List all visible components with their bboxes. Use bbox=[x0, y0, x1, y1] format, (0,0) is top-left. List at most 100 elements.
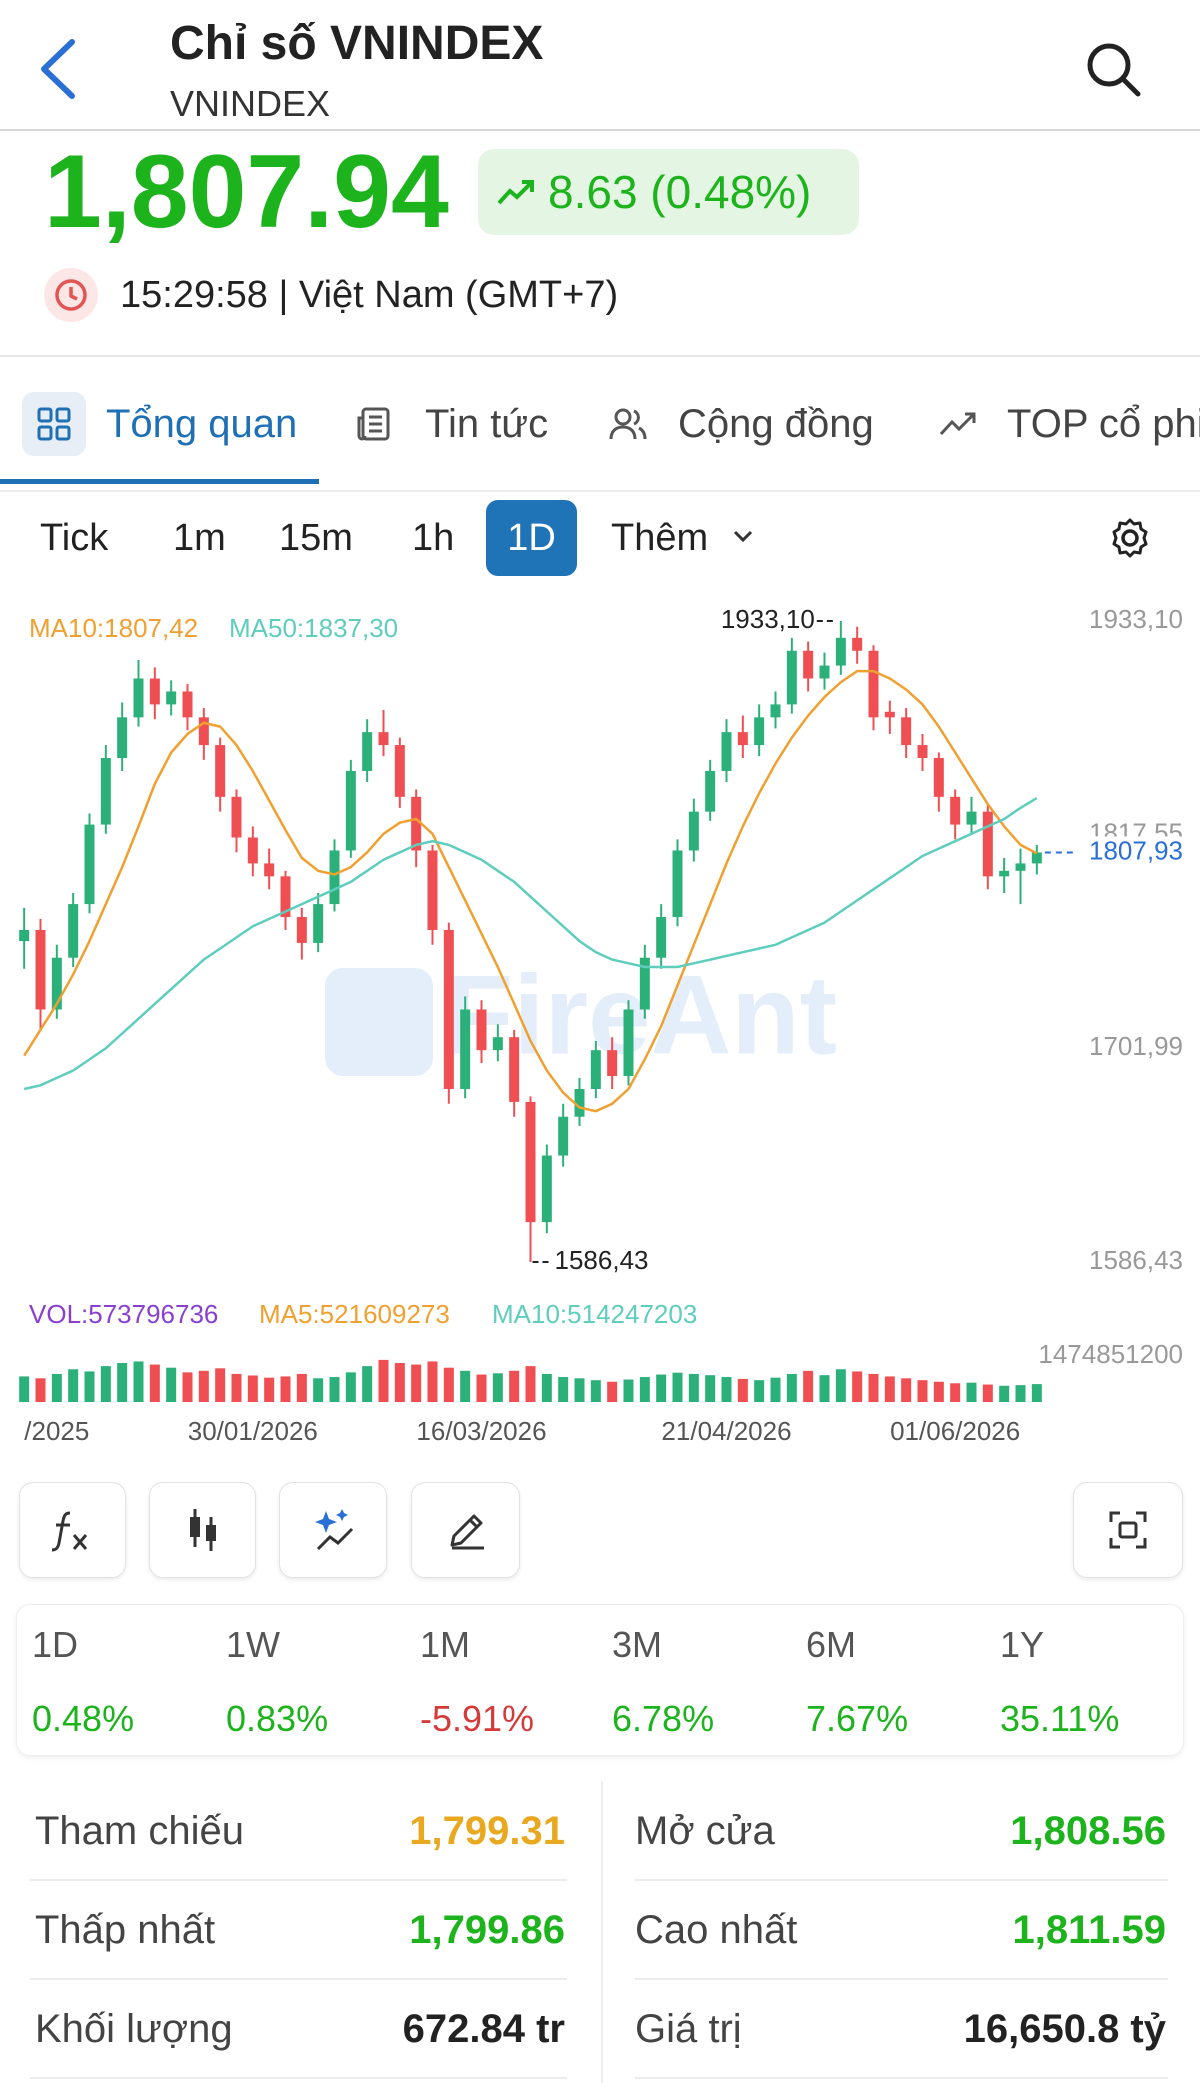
candle-body bbox=[1015, 863, 1026, 871]
x-tick-label: 30/01/2026 bbox=[188, 1416, 318, 1446]
period-label: 6M bbox=[806, 1624, 857, 1665]
volume-bar bbox=[803, 1370, 814, 1402]
period-change: 6.78% bbox=[612, 1698, 715, 1739]
candle-body bbox=[378, 732, 389, 746]
watermark-logo bbox=[325, 968, 433, 1076]
candle-body bbox=[166, 691, 177, 705]
period-change: 0.48% bbox=[32, 1698, 135, 1739]
candle-body bbox=[1031, 852, 1042, 864]
candle-body bbox=[460, 1009, 471, 1089]
interval-active[interactable]: 1D bbox=[486, 500, 577, 576]
stat-label: Cao nhất bbox=[635, 1908, 798, 1952]
back-button[interactable] bbox=[36, 36, 80, 102]
volume-bar bbox=[460, 1370, 471, 1402]
clock-icon bbox=[44, 268, 98, 322]
volume-bar bbox=[852, 1371, 863, 1402]
page-subtitle: VNINDEX bbox=[170, 83, 331, 124]
volume-bar bbox=[345, 1372, 356, 1402]
stat-value: 1,808.56 bbox=[1010, 1809, 1166, 1853]
stat-label: Khối lượng bbox=[35, 2007, 233, 2051]
candle-icon bbox=[190, 1509, 216, 1551]
volume-bar bbox=[688, 1373, 699, 1402]
stats-divider bbox=[601, 1781, 603, 2083]
volume-bar bbox=[117, 1363, 128, 1402]
volume-bar bbox=[574, 1378, 585, 1402]
volume-bar bbox=[705, 1375, 716, 1402]
period-change: -5.91% bbox=[420, 1698, 535, 1739]
volume-bar bbox=[215, 1368, 226, 1402]
volume-bar bbox=[427, 1361, 438, 1402]
page-title: Chỉ số VNINDEX bbox=[170, 17, 544, 70]
interval[interactable]: 15m bbox=[279, 517, 353, 559]
trend-icon bbox=[497, 180, 534, 205]
volume-legend: MA5:521609273 bbox=[259, 1299, 450, 1329]
volume-bar bbox=[933, 1381, 944, 1402]
settings-button[interactable] bbox=[1108, 516, 1152, 560]
pencil-icon bbox=[450, 1514, 484, 1550]
tab[interactable]: Tổng quan bbox=[106, 402, 298, 446]
volume-bar bbox=[133, 1361, 144, 1402]
candle-body bbox=[133, 678, 144, 718]
interval-more[interactable]: Thêm bbox=[611, 517, 709, 559]
period-label: 3M bbox=[612, 1624, 663, 1665]
formula-button[interactable] bbox=[19, 1482, 126, 1578]
candle-body bbox=[541, 1155, 552, 1223]
candle-body bbox=[623, 1009, 634, 1077]
volume-bar bbox=[247, 1375, 258, 1402]
period-label: 1Y bbox=[1000, 1624, 1045, 1665]
candle-body bbox=[68, 904, 79, 958]
candle-body bbox=[198, 717, 209, 746]
tab-icon bbox=[37, 407, 71, 441]
stat-divider bbox=[30, 2077, 567, 2079]
candle-body bbox=[117, 717, 128, 759]
candle-body bbox=[852, 637, 863, 651]
volume-bar bbox=[884, 1376, 895, 1402]
volume-bar bbox=[819, 1375, 830, 1402]
candle-body bbox=[721, 732, 732, 771]
volume-bar bbox=[672, 1372, 683, 1402]
volume-bar bbox=[982, 1384, 993, 1402]
stat-divider bbox=[635, 1978, 1168, 1980]
tab-underline bbox=[0, 479, 319, 484]
tab[interactable]: Tin tức bbox=[425, 402, 549, 446]
tab-icon-box bbox=[22, 392, 86, 456]
tab[interactable]: Cộng đồng bbox=[678, 402, 874, 446]
tab[interactable]: TOP cổ phi bbox=[1007, 402, 1200, 446]
formula-icon bbox=[51, 1511, 88, 1552]
candle-body bbox=[982, 811, 993, 877]
volume-bar bbox=[296, 1373, 307, 1402]
period-change: 35.11% bbox=[1000, 1698, 1120, 1739]
volume-bar bbox=[917, 1380, 928, 1402]
candle-body bbox=[411, 796, 422, 851]
candle-body bbox=[280, 876, 291, 918]
y-tick-label: 1933,10 bbox=[1089, 604, 1183, 634]
draw-button[interactable] bbox=[411, 1482, 520, 1578]
interval[interactable]: 1m bbox=[173, 517, 226, 559]
volume-bar bbox=[590, 1380, 601, 1402]
volume-bar bbox=[411, 1364, 422, 1402]
x-tick-label: /2025 bbox=[24, 1416, 89, 1446]
ma-line bbox=[23, 669, 1038, 1113]
interval[interactable]: Tick bbox=[40, 517, 109, 559]
volume-bar bbox=[721, 1377, 732, 1402]
volume-bar bbox=[231, 1373, 242, 1402]
volume-bar bbox=[313, 1378, 324, 1402]
candle-body bbox=[999, 870, 1010, 877]
candle-button[interactable] bbox=[149, 1482, 256, 1578]
candle-body bbox=[803, 650, 814, 679]
change-pill: 8.63 (0.48%) bbox=[478, 149, 859, 235]
ai-button[interactable] bbox=[279, 1482, 387, 1578]
candle-body bbox=[705, 770, 716, 812]
volume-bar bbox=[280, 1376, 291, 1402]
volume-bar bbox=[362, 1366, 373, 1402]
interval[interactable]: 1h bbox=[412, 517, 455, 559]
candle-body bbox=[345, 770, 356, 851]
volume-bar bbox=[84, 1371, 95, 1402]
candle-body bbox=[672, 850, 683, 918]
search-button[interactable] bbox=[1084, 40, 1144, 100]
candle-body bbox=[770, 704, 781, 718]
fullscreen-button[interactable] bbox=[1073, 1482, 1183, 1578]
candle-body bbox=[966, 811, 977, 825]
y-tick-label: 1701,99 bbox=[1089, 1031, 1183, 1061]
x-tick-label: 21/04/2026 bbox=[661, 1416, 791, 1446]
